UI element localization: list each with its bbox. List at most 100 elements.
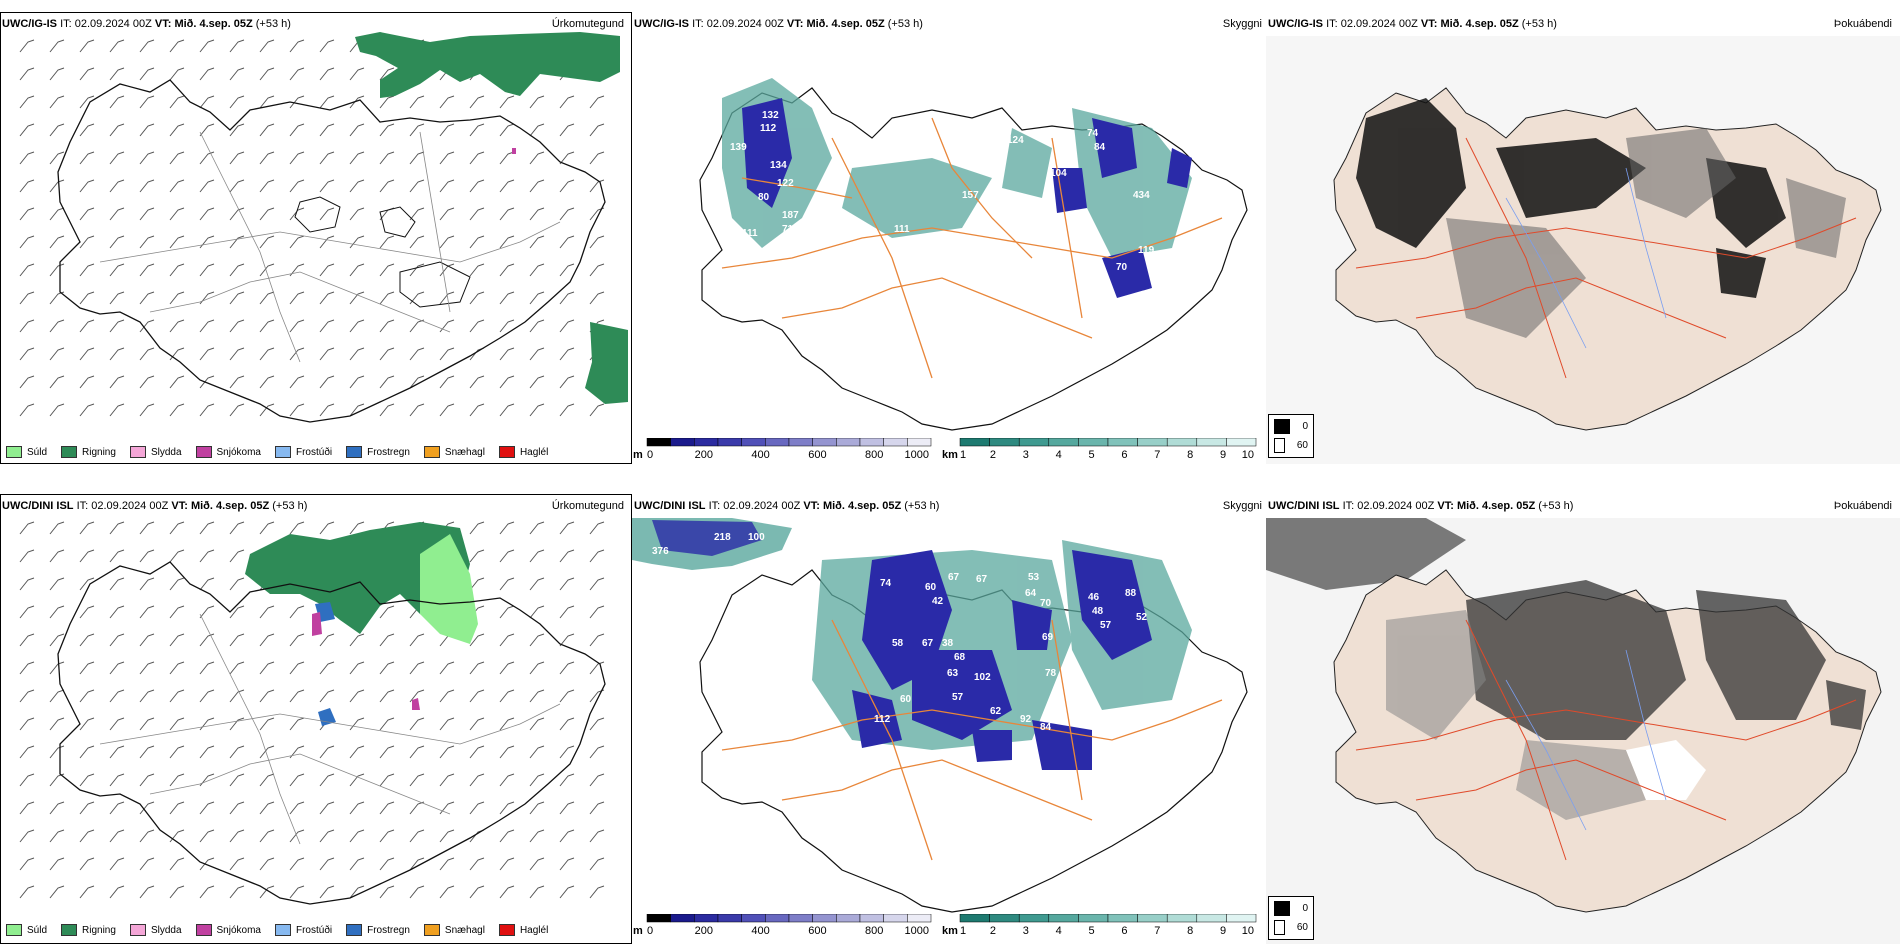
colorbar-segment [812, 914, 837, 923]
snow-area [412, 698, 420, 710]
wind-barb [499, 123, 515, 137]
row1-fog-header: UWC/IG-IS IT: 02.09.2024 00Z VT: Mið. 4.… [1268, 18, 1557, 30]
colorbar-segment [859, 914, 884, 923]
wind-barb [229, 179, 245, 193]
wind-barb [289, 207, 305, 221]
wind-barb [19, 151, 35, 165]
colorbar-segment [907, 914, 932, 923]
wind-barb [199, 661, 215, 675]
wind-barb [169, 885, 185, 899]
wind-barb [139, 745, 155, 759]
wind-barb [139, 885, 155, 899]
wind-barb [589, 745, 605, 759]
wind-barb [229, 605, 245, 619]
wind-barb [469, 885, 485, 899]
visibility-value: 63 [947, 668, 959, 679]
wind-barb [199, 577, 215, 591]
wind-barb [529, 605, 545, 619]
wind-barb [169, 207, 185, 221]
wind-barb [229, 95, 245, 109]
wind-barb [19, 689, 35, 703]
wind-barb [589, 829, 605, 843]
wind-barb [289, 857, 305, 871]
wind-barb [139, 263, 155, 277]
wind-barb [289, 179, 305, 193]
wind-barb [19, 123, 35, 137]
wind-barb [589, 179, 605, 193]
wind-barb [529, 95, 545, 109]
visibility-value: 69 [1042, 632, 1054, 643]
legend-swatch [274, 446, 291, 458]
wind-barb [109, 95, 125, 109]
wind-barb [259, 67, 275, 81]
wind-barb [49, 39, 65, 53]
wind-barb [559, 347, 575, 361]
wind-barb [259, 319, 275, 333]
wind-barb [19, 773, 35, 787]
visibility-value: 74 [1087, 128, 1099, 139]
wind-barb [259, 605, 275, 619]
colorbar-tick-label: 1 [960, 449, 966, 460]
colorbar-km-svg: km 1 2 3 4 5 6 7 8 9 10 [942, 438, 1257, 460]
wind-barb [379, 689, 395, 703]
wind-barb [379, 95, 395, 109]
colorbar-tick-label: 200 [695, 925, 713, 936]
wind-barb [499, 605, 515, 619]
wind-barb [589, 521, 605, 535]
colorbar-tick-label: 3 [1023, 925, 1029, 936]
wind-barb [439, 179, 455, 193]
wind-barb [139, 577, 155, 591]
wind-barb [259, 745, 275, 759]
wind-barb [499, 885, 515, 899]
wind-barb [169, 745, 185, 759]
wind-barb [199, 773, 215, 787]
colorbar-tick-label: 10 [1242, 925, 1254, 936]
wind-barb [19, 717, 35, 731]
wind-barb [499, 521, 515, 535]
wind-barb [589, 151, 605, 165]
wind-barb [379, 375, 395, 389]
wind-barb [49, 95, 65, 109]
wind-barb [529, 549, 545, 563]
wind-barb [469, 123, 485, 137]
colorbar-segment [1226, 914, 1257, 923]
wind-barb [349, 123, 365, 137]
wind-barb [259, 347, 275, 361]
colorbar-segment [812, 438, 837, 447]
visibility-value: 62 [1042, 212, 1054, 223]
wind-barb [439, 403, 455, 417]
visibility-value: 218 [714, 532, 731, 543]
wind-barb [439, 347, 455, 361]
fog-clear-area [1626, 740, 1706, 800]
wind-barb [559, 151, 575, 165]
wind-barb [499, 829, 515, 843]
wind-barb [439, 773, 455, 787]
road-network [721, 117, 1223, 379]
wind-barb [139, 39, 155, 53]
wind-barb [199, 605, 215, 619]
wind-barb [289, 123, 305, 137]
drizzle-area [420, 534, 478, 644]
wind-barb [79, 829, 95, 843]
visibility-value: 82 [1120, 712, 1132, 723]
wind-barb [529, 151, 545, 165]
wind-barb [349, 263, 365, 277]
visibility-value: 102 [974, 672, 991, 683]
colorbar-tick-label: 9 [1220, 925, 1226, 936]
wind-barb [289, 95, 305, 109]
wind-barb [229, 123, 245, 137]
wind-barb [49, 885, 65, 899]
wind-barb [199, 263, 215, 277]
wind-barb [19, 347, 35, 361]
wind-barb [349, 661, 365, 675]
wind-barb [109, 263, 125, 277]
wind-barb [79, 375, 95, 389]
wind-barb [379, 235, 395, 249]
colorbar-tick-label: 3 [1023, 449, 1029, 460]
wind-barb [319, 745, 335, 759]
wind-barb [199, 521, 215, 535]
row1-visibility-header: UWC/IG-IS IT: 02.09.2024 00Z VT: Mið. 4.… [634, 18, 923, 30]
wind-barb [349, 773, 365, 787]
wind-barb [139, 661, 155, 675]
wind-barb [589, 717, 605, 731]
